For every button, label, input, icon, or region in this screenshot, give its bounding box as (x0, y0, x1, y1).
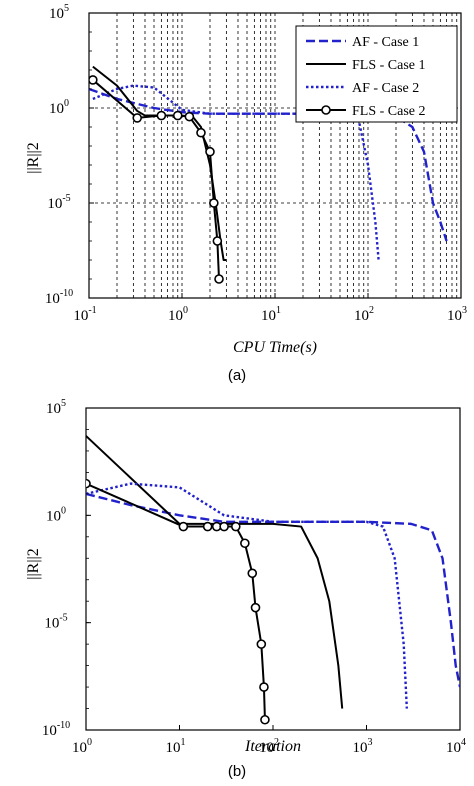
panel-b-series-3-point (230, 521, 241, 532)
panel-b-series-1-line (86, 435, 344, 709)
panel-a-chart: 10-1 100 101 102 103 10-10 10-5 100 105 AF - Ca… (25, 3, 467, 384)
panel-a-x-tick-label: 100 (168, 305, 188, 324)
legend-swatch-marker (321, 105, 331, 115)
panel-a-series-3-point (196, 127, 206, 138)
legend-entry: FLS - Case 1 (352, 58, 426, 73)
panel-b-plot-area (85, 407, 461, 731)
panel-a-series-3-point (89, 75, 98, 85)
panel-a-series-3-point (172, 110, 183, 121)
panel-a-series-3-point (205, 146, 215, 157)
panel-b-series-3-point (247, 568, 258, 579)
panel-b-series-3-point (202, 521, 213, 532)
panel-a-x-tick-label: 102 (354, 305, 374, 324)
panel-b-series-0-line (86, 492, 460, 688)
panel-a-series-3-point (209, 198, 219, 208)
panel-b-x-tick-label: 101 (166, 737, 186, 756)
panel-b-x-ticks: 100 101 102 103 104 (72, 725, 466, 756)
panel-a-x-tick-label: 103 (447, 305, 467, 324)
panel-b-series-3-point (219, 521, 229, 532)
panel-b-y-ticks: 10-10 10-5 100 105 (42, 398, 91, 739)
legend-entry: AF - Case 2 (352, 81, 419, 96)
panel-a-series-3-line (92, 79, 221, 280)
panel-b-caption: (b) (228, 763, 246, 780)
panel-a-grid (89, 13, 461, 298)
panel-b-chart: 100 101 102 103 104 10-10 10-5 100 105 Iteratio… (25, 398, 466, 780)
panel-a-x-tick-label: 101 (261, 305, 281, 324)
panel-a-y-tick-label: 10-10 (45, 288, 73, 307)
panel-a-series-3-point (214, 274, 224, 284)
panel-a-series-3-point (212, 236, 223, 246)
legend-entry: FLS - Case 2 (352, 104, 426, 119)
panel-a-caption: (a) (228, 367, 246, 384)
panel-a-y-axis-label: ||R||2 (25, 142, 42, 173)
panel-a-y-tick-label: 105 (49, 3, 69, 22)
panel-a-series-3-point (156, 110, 167, 121)
panel-a-y-ticks: 10-10 10-5 100 105 (45, 3, 94, 307)
panel-b-y-axis-label: ||R||2 (25, 548, 42, 579)
panel-a-x-tick-label: 10-1 (73, 305, 96, 324)
panel-a-y-tick-label: 100 (49, 98, 69, 117)
panel-a-x-axis-label: CPU Time(s) (233, 339, 317, 356)
panel-b-y-tick-label: 10-10 (42, 720, 70, 739)
panel-a-legend: AF - Case 1 FLS - Case 1 AF - Case 2 FLS - … (295, 25, 458, 123)
panel-b-series-3-point (260, 714, 270, 725)
panel-b-y-tick-label: 100 (46, 505, 66, 524)
panel-b-series-3-point (250, 602, 261, 613)
panel-a-x-ticks: 10-1 100 101 102 103 (73, 293, 467, 324)
panel-b-series-3-point (86, 478, 91, 489)
panel-b-y-tick-label: 105 (46, 398, 66, 417)
panel-b-x-tick-label: 103 (353, 737, 373, 756)
panel-a-series-3-point (132, 113, 143, 123)
panel-b-series (86, 435, 460, 725)
panel-b-series-3-point (256, 639, 267, 649)
panel-b-y-tick-label: 10-5 (44, 613, 67, 632)
panel-b-x-tick-label: 100 (72, 737, 92, 756)
panel-b-series-3-point (178, 521, 189, 532)
panel-b-series-3-point (259, 682, 269, 692)
legend-entry: AF - Case 1 (352, 35, 419, 50)
panel-a-series-3-point (184, 111, 195, 122)
panel-b-x-axis-label: Iteration (244, 738, 301, 755)
panel-b-series-3-point (240, 538, 250, 549)
panel-a-series-2-line (92, 84, 380, 261)
panel-b-x-tick-label: 104 (446, 737, 466, 756)
panel-b-x-tick-label: 102 (259, 737, 279, 756)
panel-a-y-tick-label: 10-5 (47, 193, 70, 212)
panel-b-series-2-line (86, 482, 409, 709)
